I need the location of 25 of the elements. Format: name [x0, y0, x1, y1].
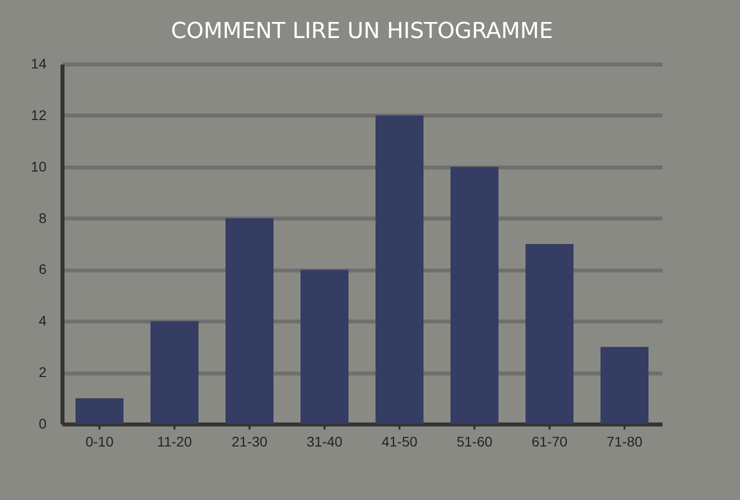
y-tick-label: 2 — [38, 364, 47, 380]
y-tick-label: 14 — [30, 56, 47, 72]
y-tick-label: 0 — [38, 416, 47, 432]
x-tick-label: 0-10 — [85, 434, 114, 450]
x-tick-label: 31-40 — [306, 434, 343, 450]
bar — [150, 321, 198, 424]
x-tick-label: 21-30 — [232, 434, 268, 450]
bar — [376, 115, 424, 424]
y-tick-label: 6 — [38, 261, 47, 278]
x-tick-label: 61-70 — [532, 434, 568, 450]
x-tick-label: 11-20 — [157, 434, 192, 450]
y-tick-label: 8 — [38, 210, 47, 226]
y-tick-label: 4 — [38, 312, 47, 329]
bar — [450, 166, 498, 424]
y-tick-label: 12 — [30, 106, 47, 123]
bar — [76, 398, 124, 424]
bar — [600, 346, 648, 424]
bar — [300, 270, 348, 424]
chart-title: COMMENT LIRE UN HISTOGRAMME — [170, 19, 554, 44]
y-tick-label: 10 — [30, 158, 47, 174]
bar — [226, 218, 274, 424]
x-tick-label: 51-60 — [456, 434, 493, 450]
x-tick-label: 71-80 — [606, 434, 643, 450]
x-tick-label: 41-50 — [382, 434, 418, 450]
bar — [526, 244, 574, 424]
